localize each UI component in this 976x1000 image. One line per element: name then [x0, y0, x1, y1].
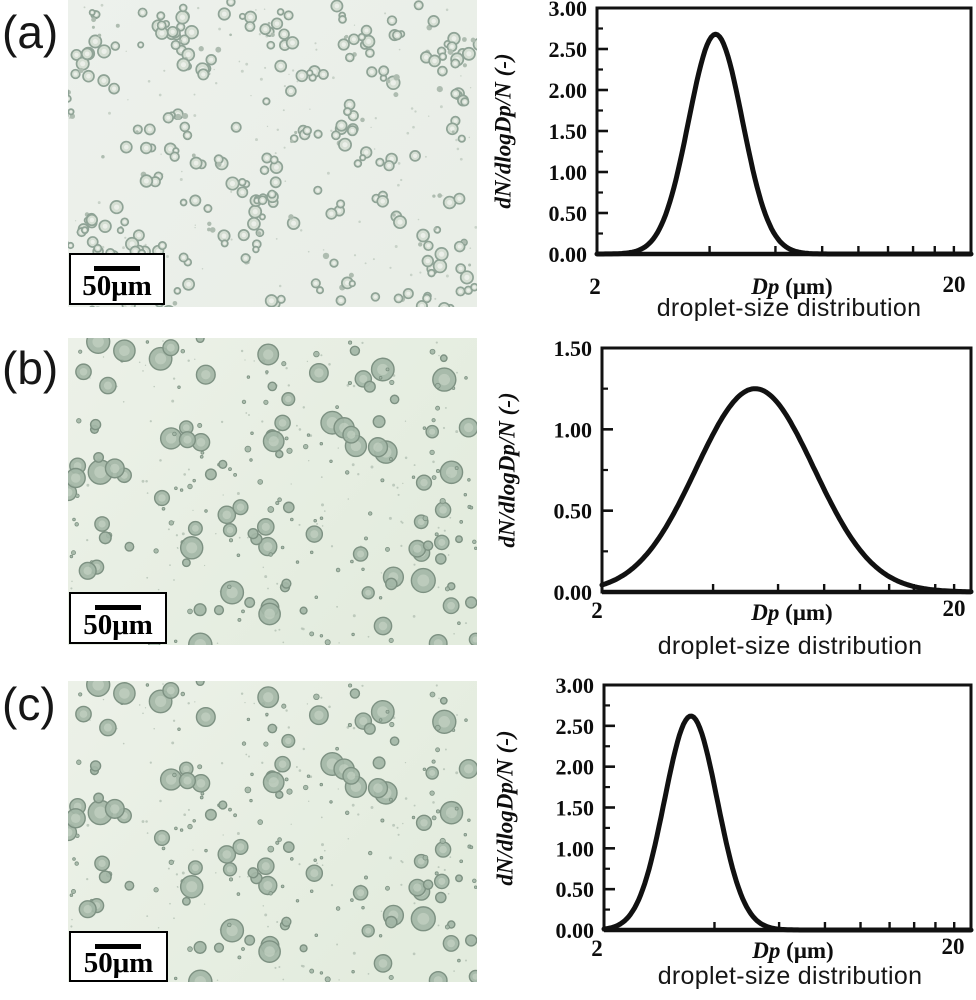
- chart-c: 0.00 0.50 1.00 1.50 2.00 2.50 3.00: [556, 677, 974, 939]
- scale-bar-label-b: 50μm: [83, 609, 153, 641]
- panel-b-label: (b): [2, 342, 59, 394]
- plot-box: [600, 346, 973, 594]
- scale-bar-b: [95, 605, 141, 610]
- svg-text:1.00: 1.00: [549, 160, 588, 185]
- svg-text:1.00: 1.00: [556, 836, 595, 861]
- svg-text:2.00: 2.00: [549, 78, 588, 103]
- scale-bar-box-c: 50μm: [69, 931, 168, 982]
- scale-bar-label-a: 50μm: [82, 270, 152, 302]
- scale-bar-label-c: 50μm: [83, 947, 154, 979]
- y-tick-labels: 0.00 0.50 1.00 1.50: [554, 340, 593, 602]
- x-tick-max-b: 20: [942, 596, 966, 621]
- micrograph-c: [68, 681, 477, 982]
- distribution-curve: [594, 31, 974, 257]
- chart-caption-b: droplet-size distribution: [657, 632, 923, 660]
- scale-bar-box-a: 50μm: [69, 253, 165, 305]
- x-tick-min-c: 2: [591, 936, 603, 961]
- svg-text:1.50: 1.50: [554, 340, 593, 361]
- svg-text:1.00: 1.00: [554, 417, 593, 442]
- svg-text:0.50: 0.50: [549, 201, 588, 226]
- y-tick-labels: 0.00 0.50 1.00 1.50 2.00 2.50 3.00: [549, 0, 588, 267]
- plot-box: [595, 6, 973, 256]
- chart-b: 0.00 0.50 1.00 1.50: [554, 340, 974, 602]
- axis-ticks: [597, 6, 956, 256]
- x-tick-max-a: 20: [942, 272, 966, 297]
- svg-text:1.50: 1.50: [549, 119, 588, 144]
- svg-text:0.50: 0.50: [554, 499, 593, 524]
- plot-box: [602, 683, 973, 932]
- svg-text:0.00: 0.00: [554, 580, 593, 602]
- chart-caption-c: droplet-size distribution: [657, 962, 923, 990]
- axis-ticks: [602, 346, 956, 594]
- svg-text:0.00: 0.00: [549, 242, 588, 267]
- panel-a-label: (a): [2, 6, 59, 58]
- x-axis-label-b: Dp (μm): [751, 600, 833, 625]
- x-tick-min-b: 2: [591, 598, 603, 623]
- svg-text:2.00: 2.00: [556, 755, 595, 780]
- svg-text:1.50: 1.50: [556, 796, 595, 821]
- droplets: [68, 681, 477, 982]
- x-tick-max-c: 20: [941, 934, 965, 959]
- svg-text:3.00: 3.00: [549, 0, 588, 21]
- x-axis-label-a: Dp (μm): [751, 274, 833, 299]
- distribution-curve: [601, 713, 974, 933]
- svg-text:2.50: 2.50: [556, 714, 595, 739]
- scale-bar-box-b: 50μm: [69, 592, 167, 644]
- svg-text:2.50: 2.50: [549, 37, 588, 62]
- droplets: [68, 338, 477, 645]
- scale-bar-a: [94, 266, 140, 271]
- svg-text:3.00: 3.00: [556, 677, 595, 698]
- droplets: [68, 0, 477, 307]
- distribution-curve: [599, 386, 974, 595]
- x-axis-label-c: Dp (μm): [752, 938, 834, 963]
- svg-text:0.00: 0.00: [556, 918, 595, 939]
- axis-ticks: [604, 683, 956, 932]
- chart-a: 0.00 0.50 1.00 1.50 2.00 2.50 3.00: [549, 0, 974, 267]
- chart-caption-a: droplet-size distribution: [656, 294, 922, 322]
- scale-bar-c: [95, 944, 141, 949]
- svg-text:0.50: 0.50: [556, 877, 595, 902]
- panel-c-label: (c): [2, 678, 56, 730]
- y-tick-labels: 0.00 0.50 1.00 1.50 2.00 2.50 3.00: [556, 677, 595, 939]
- x-tick-min-a: 2: [589, 274, 601, 299]
